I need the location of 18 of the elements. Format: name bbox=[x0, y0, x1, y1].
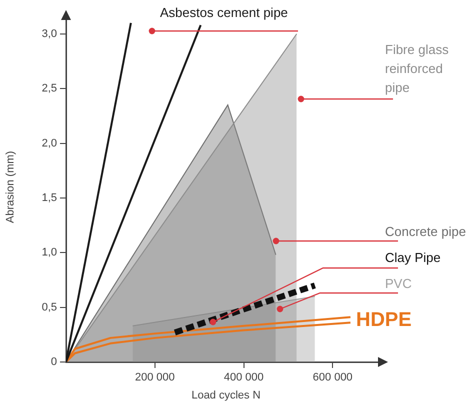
series-label: HDPE bbox=[356, 308, 413, 332]
y-tick-label: 3,0 bbox=[42, 28, 57, 40]
y-tick-label: 2,5 bbox=[42, 82, 57, 95]
x-tick-label: 600 000 bbox=[312, 372, 353, 384]
y-axis-title: Abrasion (mm) bbox=[4, 150, 17, 224]
y-tick-label: 0,5 bbox=[42, 301, 57, 314]
y-tick-label: 2,0 bbox=[42, 137, 57, 150]
text: Asbestos cement pipe bbox=[160, 4, 289, 22]
y-tick-label: 0 bbox=[50, 356, 57, 368]
y-tick-label: 1,0 bbox=[42, 246, 57, 259]
x-tick-label: 200 000 bbox=[135, 372, 175, 384]
text: Concrete pipe bbox=[385, 223, 467, 241]
x-axis-title: Load cycles N bbox=[191, 389, 261, 402]
text: Clay Pipe bbox=[385, 249, 442, 267]
text: PVC bbox=[385, 275, 413, 293]
text: Fibre glass reinforced pipe bbox=[385, 41, 450, 97]
x-tick-label: 400 000 bbox=[224, 372, 264, 384]
y-tick-label: 1,5 bbox=[42, 192, 57, 204]
